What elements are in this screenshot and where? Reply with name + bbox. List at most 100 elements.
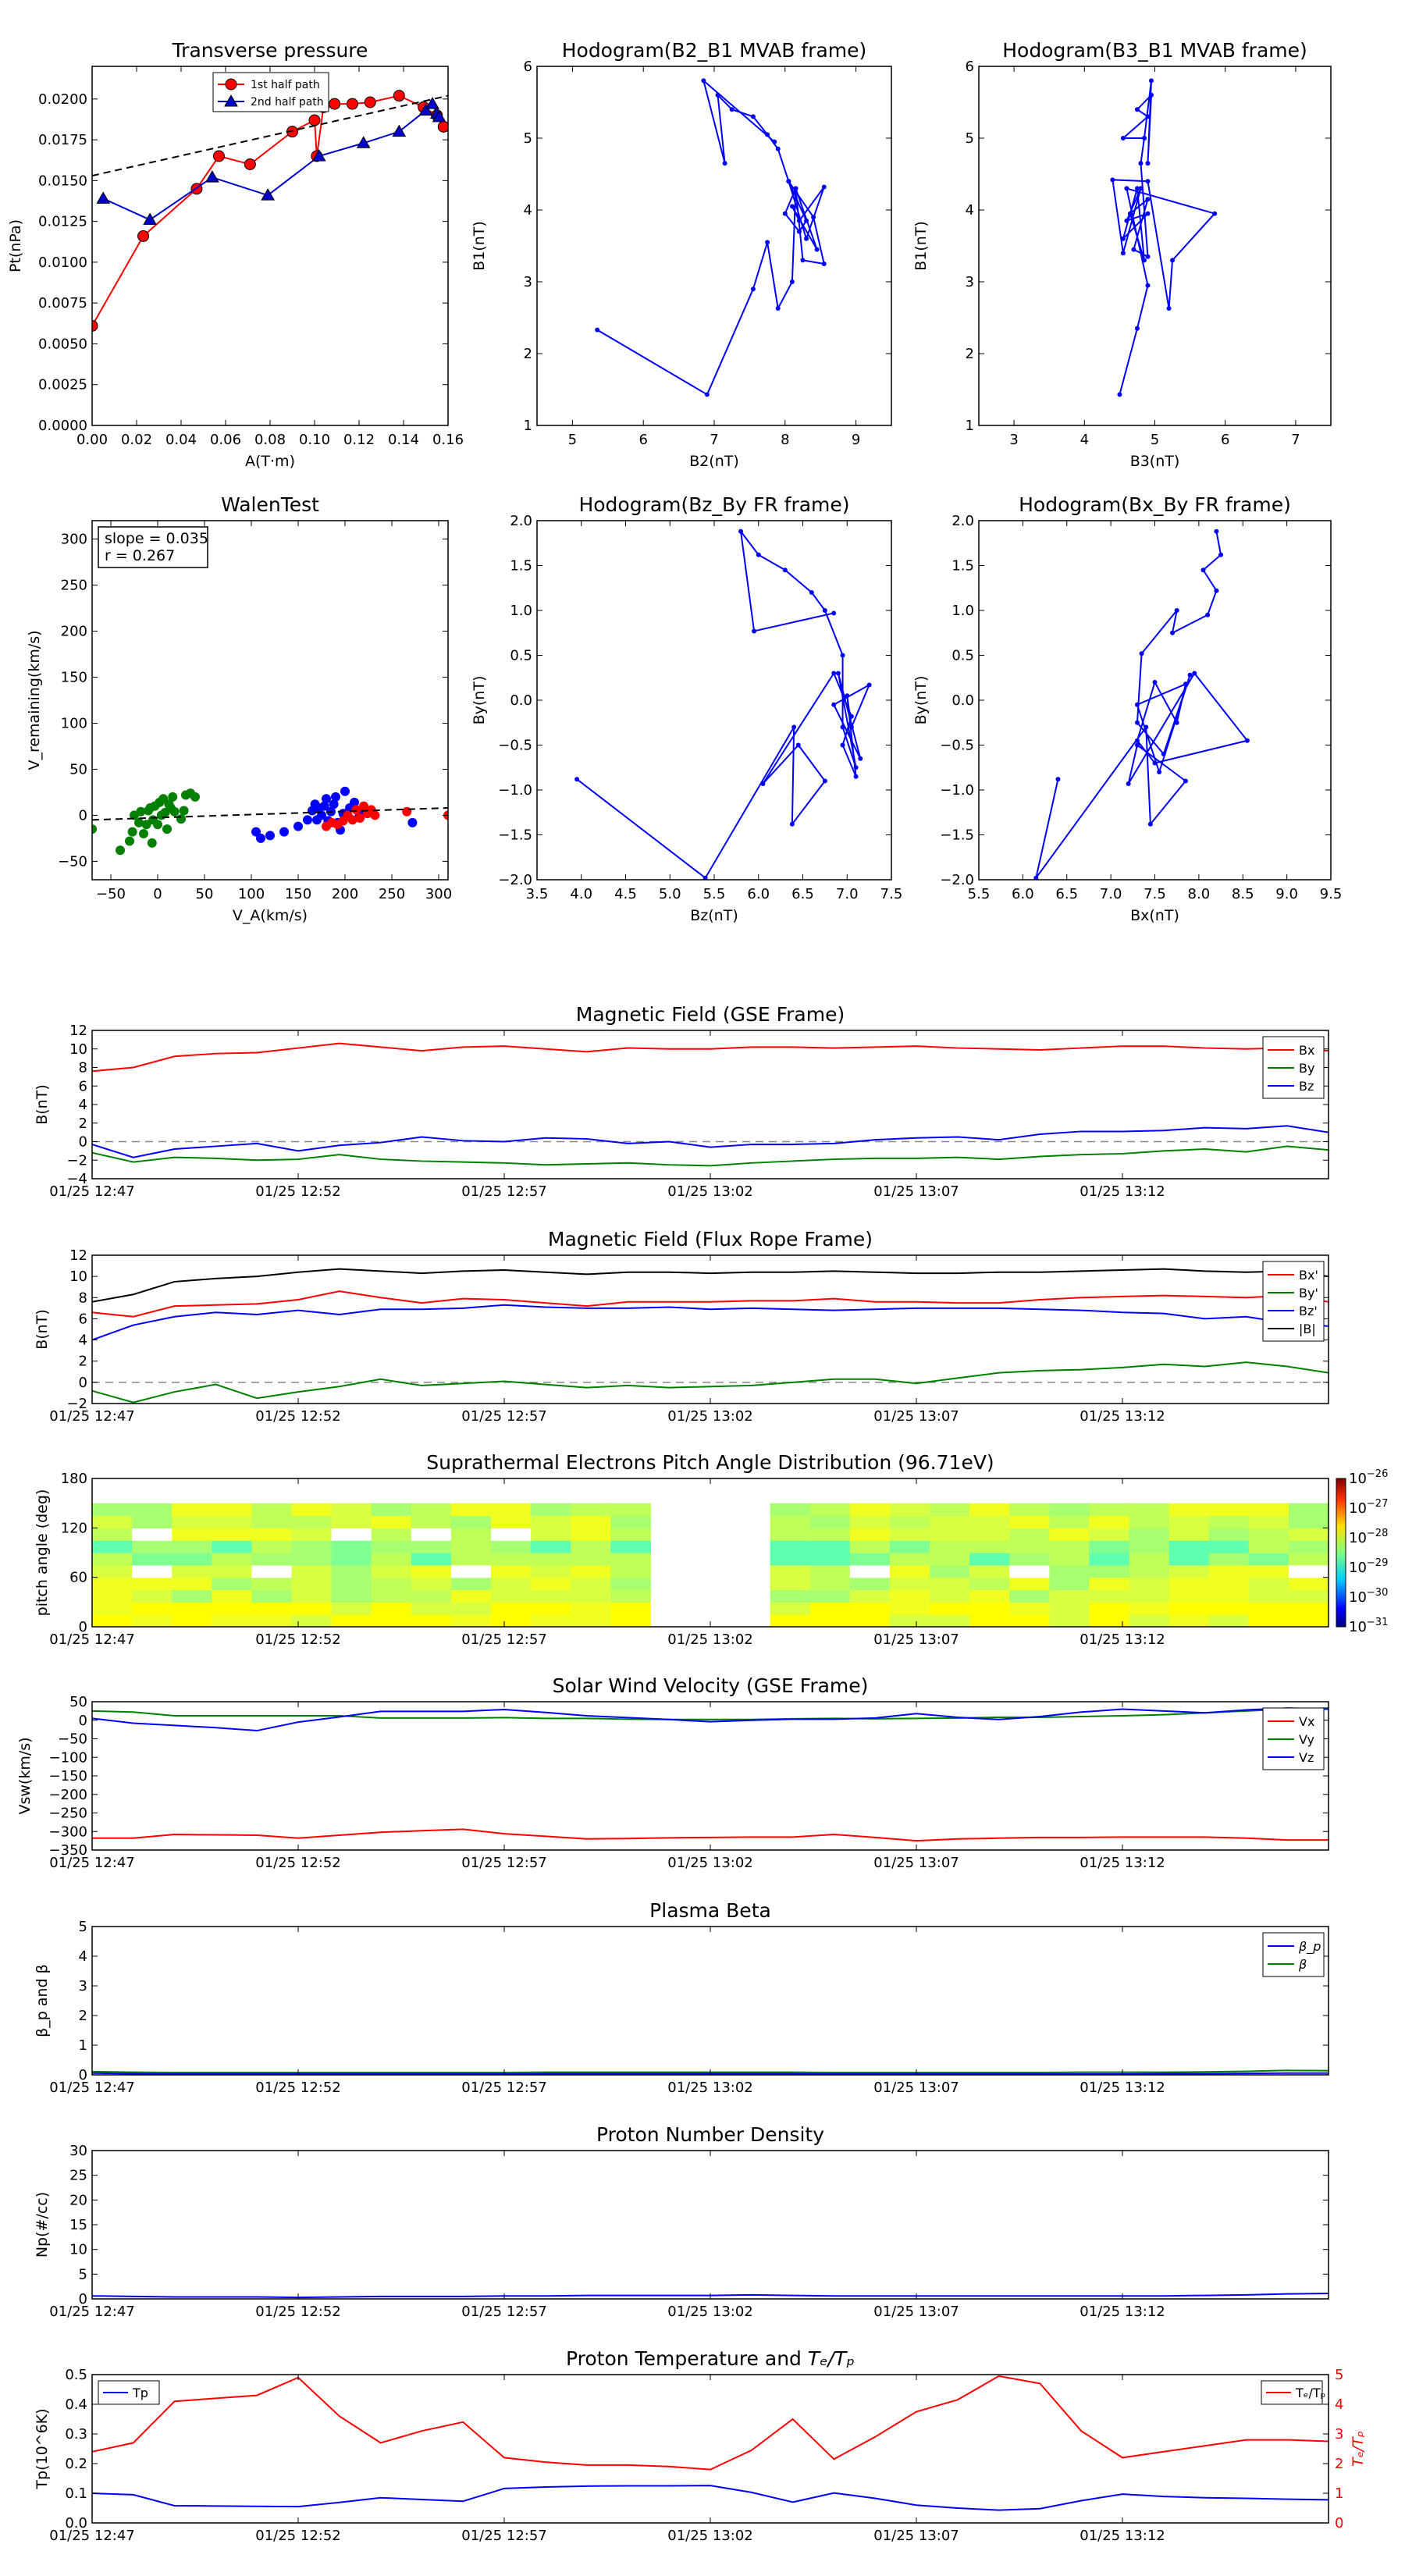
heatmap-cell bbox=[132, 1589, 173, 1603]
triangle-marker bbox=[311, 148, 326, 162]
y-tick-label: 10 bbox=[69, 2242, 87, 2258]
point-marker bbox=[840, 742, 845, 748]
y-tick-label: −50 bbox=[58, 1731, 87, 1748]
y-tick-label: 4 bbox=[79, 1948, 87, 1965]
heatmap-cell bbox=[251, 1614, 293, 1627]
circle-marker bbox=[212, 150, 225, 162]
y-tick-label: −350 bbox=[49, 1842, 87, 1859]
scatter-point bbox=[153, 820, 162, 830]
point-marker bbox=[1134, 326, 1140, 331]
time-tick-label: 01/25 12:57 bbox=[461, 2528, 546, 2544]
heatmap-cell bbox=[1248, 1503, 1289, 1517]
heatmap-cell bbox=[1168, 1540, 1210, 1553]
y-tick-label: 4 bbox=[524, 202, 532, 219]
colorbar-base: 10 bbox=[1349, 1530, 1367, 1546]
scatter-point bbox=[347, 815, 357, 825]
heatmap-cell bbox=[450, 1589, 492, 1603]
heatmap-cell bbox=[411, 1564, 452, 1578]
heatmap-cell bbox=[610, 1589, 651, 1603]
point-marker bbox=[1205, 612, 1211, 617]
heatmap-cell bbox=[930, 1602, 970, 1615]
heatmap-cell bbox=[770, 1515, 811, 1528]
scatter-point bbox=[359, 801, 368, 811]
colorbar-exponent: −27 bbox=[1367, 1498, 1388, 1510]
chart-mf_gse: 01/25 12:47 01/25 12:52 01/25 12:57 01/25 1… bbox=[34, 1003, 1329, 1200]
heatmap-cell bbox=[1049, 1589, 1090, 1603]
point-marker bbox=[574, 777, 580, 782]
y-tick-label: 250 bbox=[61, 578, 87, 594]
point-marker bbox=[1124, 218, 1129, 223]
heatmap-cell bbox=[1288, 1614, 1329, 1627]
y-tick-label: 1.0 bbox=[510, 603, 532, 619]
heatmap-cell bbox=[1049, 1503, 1090, 1517]
heatmap-cell bbox=[1049, 1564, 1090, 1578]
heatmap-cell bbox=[331, 1564, 372, 1578]
time-tick-label: 01/25 13:02 bbox=[667, 1855, 752, 1871]
y-tick-label: 0 bbox=[79, 1619, 87, 1635]
scatter-point bbox=[319, 801, 329, 811]
heatmap-cell bbox=[132, 1564, 173, 1578]
heatmap-cell bbox=[889, 1564, 930, 1578]
point-marker bbox=[1120, 251, 1126, 256]
heatmap-cell bbox=[1168, 1564, 1210, 1578]
y-tick-label: −1.0 bbox=[498, 782, 532, 799]
x-tick-label: 5.5 bbox=[968, 886, 991, 902]
chart-title: Transverse pressure bbox=[172, 39, 368, 62]
heatmap-cell bbox=[571, 1503, 611, 1517]
scatter-point bbox=[116, 845, 125, 856]
heatmap-cell bbox=[371, 1602, 412, 1615]
chart-title: Hodogram(B2_B1 MVAB frame) bbox=[562, 39, 867, 62]
heatmap-cell bbox=[930, 1540, 970, 1553]
y-tick-label: 2.0 bbox=[510, 513, 532, 529]
chart-h4: 5.5 6.0 6.5 7.0 7.5 8.0 8.5 9.0 9.5 −2.0 −1.5 −1.0 −… bbox=[912, 493, 1342, 924]
y-tick-label: 0 bbox=[79, 807, 87, 824]
scatter-point bbox=[370, 810, 380, 820]
triangle-marker bbox=[224, 94, 238, 107]
heatmap-cell bbox=[969, 1503, 1010, 1517]
heatmap-cell bbox=[411, 1553, 452, 1566]
heatmap-cell bbox=[1049, 1577, 1090, 1591]
colorbar-base: 10 bbox=[1349, 1500, 1367, 1517]
heatmap-cell bbox=[531, 1589, 571, 1603]
heatmap-cell bbox=[1168, 1614, 1210, 1627]
colorbar bbox=[1336, 1478, 1346, 1628]
heatmap-cell bbox=[1248, 1564, 1289, 1578]
scatter-point bbox=[329, 799, 339, 809]
y-tick-label: 0.0 bbox=[951, 692, 974, 709]
y-tick-label: 2 bbox=[524, 346, 532, 362]
heatmap-cell bbox=[930, 1553, 970, 1566]
colorbar-base: 10 bbox=[1349, 1589, 1367, 1606]
point-marker bbox=[701, 78, 706, 84]
heatmap-cell bbox=[1129, 1614, 1170, 1627]
x-tick-label: 150 bbox=[285, 886, 311, 902]
heatmap-cell bbox=[172, 1564, 212, 1578]
x-tick-label: 7.0 bbox=[836, 886, 859, 902]
y-tick-label: 1.5 bbox=[951, 558, 974, 575]
circle-marker bbox=[244, 158, 256, 170]
heatmap-cell bbox=[371, 1503, 412, 1517]
series-line bbox=[92, 1707, 1329, 1720]
y-tick-label: 6 bbox=[966, 59, 974, 75]
legend-label: Bz bbox=[1299, 1079, 1314, 1094]
heatmap-cell bbox=[251, 1540, 293, 1553]
heatmap-cell bbox=[809, 1528, 851, 1541]
heatmap-cell bbox=[1288, 1564, 1329, 1578]
chart-h2: 3 4 5 6 7 1 2 3 4 5 6 Hodogram(B3_B1 MVAB frame) B3(… bbox=[912, 39, 1332, 470]
heatmap-cell bbox=[1248, 1589, 1289, 1603]
point-marker bbox=[791, 724, 797, 730]
y-tick-label: 0 bbox=[79, 1713, 87, 1729]
scatter-point bbox=[350, 797, 359, 807]
chart-title: Suprathermal Electrons Pitch Angle Distr… bbox=[426, 1451, 994, 1474]
scatter-point bbox=[134, 817, 144, 827]
point-marker bbox=[1139, 651, 1144, 656]
circle-marker bbox=[437, 120, 448, 133]
legend-label: Bx' bbox=[1299, 1268, 1318, 1283]
heatmap-cell bbox=[531, 1540, 571, 1553]
heatmap-cell bbox=[610, 1564, 651, 1578]
y-tick-label: 150 bbox=[61, 670, 87, 686]
legend-label: By bbox=[1299, 1061, 1314, 1076]
series-group bbox=[92, 2375, 1329, 2511]
heatmap-cell bbox=[251, 1577, 293, 1591]
chart-title: WalenTest bbox=[221, 493, 319, 516]
heatmap-cell bbox=[930, 1528, 970, 1541]
